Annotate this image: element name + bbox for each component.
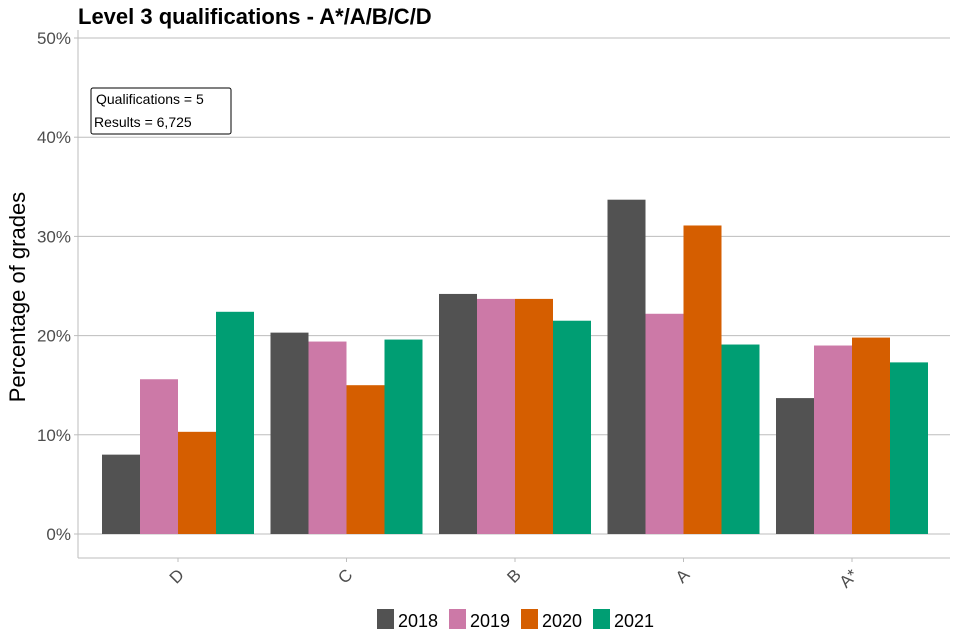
y-tick-label: 40% (37, 128, 71, 147)
legend-label: 2018 (398, 611, 438, 631)
bar-C-2021 (384, 339, 423, 534)
y-axis-label: Percentage of grades (5, 192, 30, 402)
bar-Astar-2019 (814, 345, 852, 534)
bar-B-2021 (553, 320, 591, 534)
y-tick-label: 0% (46, 525, 71, 544)
legend-item: 2020 (521, 609, 582, 631)
legend-label: 2019 (470, 611, 510, 631)
x-tick-label: D (166, 565, 188, 587)
x-tick-label: C (334, 565, 356, 587)
bar-A-2019 (645, 313, 684, 534)
chart-title: Level 3 qualifications - A*/A/B/C/D (78, 4, 432, 29)
legend-swatch (521, 609, 538, 629)
bar-D-2019 (140, 379, 178, 534)
legend: 2018 2019 2020 2021 (377, 609, 654, 631)
legend-item: 2021 (593, 609, 654, 631)
x-tick-label: A* (836, 565, 862, 591)
bar-Astar-2021 (890, 362, 928, 534)
bar-B-2019 (477, 298, 515, 534)
y-tick-label: 20% (37, 327, 71, 346)
annotation-results: Results = 6,725 (94, 114, 192, 130)
bar-B-2020 (515, 298, 553, 534)
bar-B-2018 (439, 293, 477, 534)
x-tick-label: B (503, 565, 524, 586)
y-tick-label: 10% (37, 426, 71, 445)
x-axis-ticks: D C B A A* (166, 558, 862, 592)
bar-D-2020 (178, 431, 216, 534)
bar-Astar-2018 (776, 398, 814, 534)
annotation-qualifications: Qualifications = 5 (96, 91, 204, 107)
legend-item: 2018 (377, 609, 438, 631)
legend-swatch (377, 609, 394, 629)
annotation-box: Qualifications = 5 Results = 6,725 (90, 87, 232, 135)
bar-Astar-2020 (852, 337, 890, 534)
legend-label: 2021 (614, 611, 654, 631)
bar-D-2021 (216, 311, 254, 534)
x-tick-label: A (672, 565, 694, 587)
bar-A-2018 (607, 199, 646, 535)
legend-swatch (449, 609, 466, 629)
bars (102, 199, 928, 535)
bar-C-2019 (308, 341, 347, 534)
bar-A-2021 (721, 344, 760, 534)
legend-item: 2019 (449, 609, 510, 631)
y-tick-label: 30% (37, 227, 71, 246)
bar-D-2018 (102, 454, 140, 534)
legend-swatch (593, 609, 610, 629)
bar-C-2018 (270, 332, 309, 534)
y-axis-ticks: 0% 10% 20% 30% 40% 50% (37, 29, 78, 544)
legend-label: 2020 (542, 611, 582, 631)
y-tick-label: 50% (37, 29, 71, 48)
bar-A-2020 (683, 225, 722, 534)
bar-C-2020 (346, 385, 385, 534)
